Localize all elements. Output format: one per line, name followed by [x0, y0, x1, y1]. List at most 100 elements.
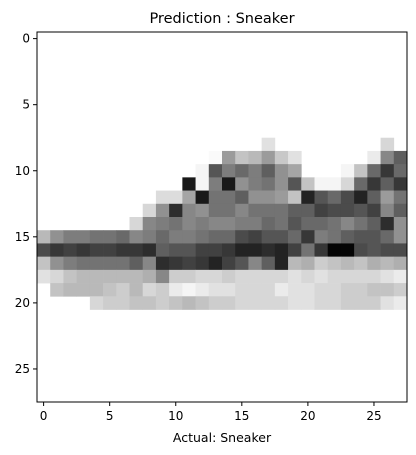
pixel-cell [208, 230, 223, 244]
pixel-cell [248, 243, 262, 257]
pixel-cell [222, 203, 236, 218]
pixel-cell [327, 230, 342, 244]
pixel-cell [248, 230, 262, 244]
pixel-cell [380, 217, 395, 231]
pixel-cell [208, 296, 223, 310]
pixel-cell [380, 150, 395, 165]
pixel-cell [288, 243, 302, 257]
pixel-cell [314, 283, 329, 297]
pixel-cell [301, 283, 315, 297]
pixel-cell [354, 269, 368, 284]
pixel-cell [169, 190, 183, 205]
pixel-cell [208, 150, 223, 165]
pixel-cell [274, 269, 289, 284]
pixel-cell [235, 217, 249, 231]
pixel-cell [222, 150, 236, 165]
pixel-cell [288, 296, 302, 310]
pixel-cell [89, 230, 104, 244]
y-tick-label: 20 [15, 296, 30, 310]
pixel-cell [195, 296, 210, 310]
pixel-cell [89, 296, 104, 310]
pixel-cell [314, 217, 329, 231]
pixel-cell [314, 256, 329, 271]
pixel-cell [261, 283, 276, 297]
pixel-cell [261, 269, 276, 284]
pixel-cell [288, 269, 302, 284]
pixel-cell [208, 243, 223, 257]
pixel-cell [103, 296, 117, 310]
pixel-cell [288, 217, 302, 231]
image-pixel-grid [37, 137, 408, 310]
pixel-cell [129, 296, 144, 310]
pixel-cell [367, 217, 381, 231]
pixel-cell [354, 296, 368, 310]
pixel-cell [37, 230, 51, 244]
pixel-cell [248, 256, 262, 271]
pixel-cell [142, 269, 157, 284]
pixel-cell [116, 230, 130, 244]
pixel-cell [76, 283, 91, 297]
x-tick-label: 0 [40, 409, 48, 423]
pixel-cell [208, 190, 223, 205]
pixel-cell [327, 296, 342, 310]
x-axis-label: Actual: Sneaker [173, 430, 272, 445]
pixel-cell [103, 283, 117, 297]
pixel-cell [103, 243, 117, 257]
pixel-cell [103, 230, 117, 244]
pixel-cell [340, 256, 355, 271]
pixel-cell [340, 296, 355, 310]
pixel-cell [393, 217, 408, 231]
pixel-cell [327, 283, 342, 297]
pixel-cell [142, 296, 157, 310]
pixel-cell [288, 190, 302, 205]
pixel-cell [208, 164, 223, 178]
pixel-cell [301, 190, 315, 205]
pixel-cell [393, 296, 408, 310]
pixel-cell [208, 217, 223, 231]
pixel-cell [274, 164, 289, 178]
pixel-cell [142, 203, 157, 218]
pixel-cell [182, 177, 196, 191]
pixel-cell [155, 190, 170, 205]
pixel-cell [195, 203, 210, 218]
pixel-cell [301, 230, 315, 244]
pixel-cell [222, 243, 236, 257]
pixel-cell [380, 243, 395, 257]
pixel-cell [248, 177, 262, 191]
pixel-cell [182, 203, 196, 218]
pixel-cell [50, 243, 64, 257]
pixel-cell [129, 283, 144, 297]
pixel-cell [222, 190, 236, 205]
pixel-cell [235, 190, 249, 205]
pixel-cell [195, 230, 210, 244]
pixel-cell [288, 164, 302, 178]
pixel-cell [248, 190, 262, 205]
pixel-cell [142, 256, 157, 271]
pixel-cell [182, 296, 196, 310]
pixel-cell [354, 217, 368, 231]
pixel-cell [235, 230, 249, 244]
pixel-cell [248, 164, 262, 178]
pixel-cell [50, 283, 64, 297]
pixel-cell [314, 269, 329, 284]
pixel-cell [63, 243, 77, 257]
pixel-cell [182, 217, 196, 231]
pixel-cell [327, 203, 342, 218]
pixel-cell [314, 243, 329, 257]
pixel-cell [37, 269, 51, 284]
pixel-cell [116, 269, 130, 284]
pixel-cell [274, 217, 289, 231]
pixel-cell [261, 164, 276, 178]
pixel-cell [222, 230, 236, 244]
pixel-cell [380, 190, 395, 205]
pixel-cell [274, 177, 289, 191]
pixel-cell [367, 256, 381, 271]
pixel-cell [222, 256, 236, 271]
pixel-cell [354, 283, 368, 297]
pixel-cell [327, 243, 342, 257]
pixel-cell [248, 296, 262, 310]
pixel-cell [261, 137, 276, 152]
pixel-cell [169, 243, 183, 257]
pixel-cell [274, 190, 289, 205]
pixel-cell [301, 269, 315, 284]
